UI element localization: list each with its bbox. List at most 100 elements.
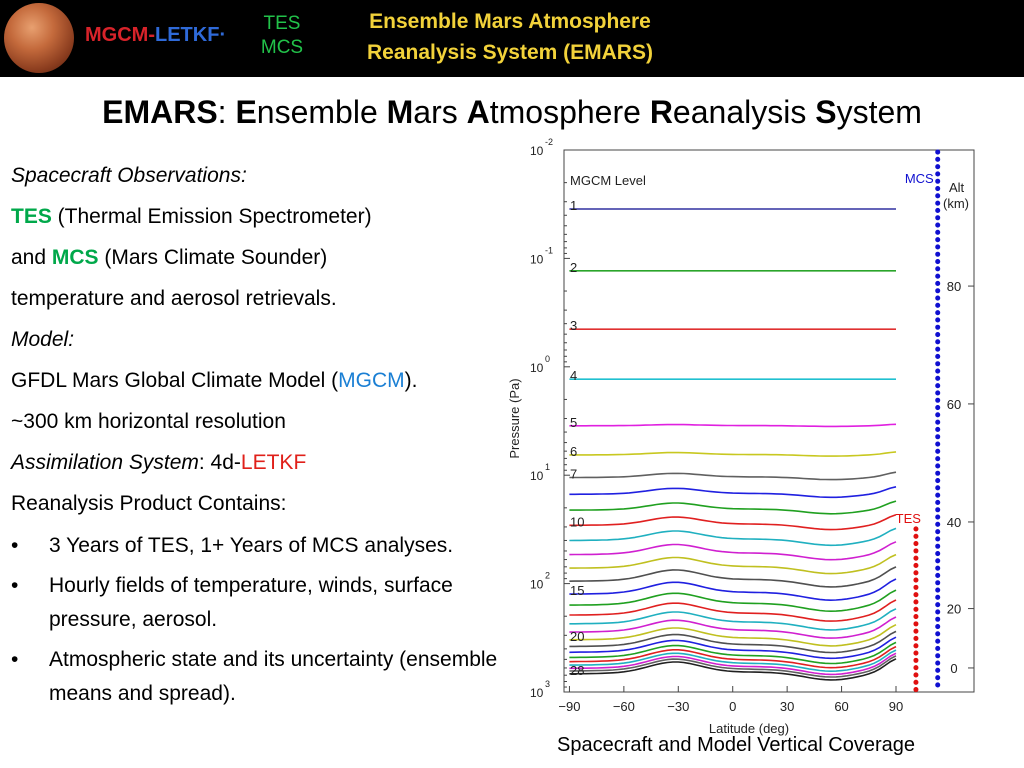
banner-mcs: MCS [260, 37, 304, 58]
level-label: 7 [570, 466, 577, 481]
y-tick-label: 10 [530, 144, 544, 158]
level-line-9 [569, 500, 897, 515]
x-tick-label: 90 [889, 699, 903, 714]
banner-title: Ensemble Mars Atmosphere Reanalysis Syst… [320, 6, 700, 68]
title-e: E [235, 94, 257, 130]
legend-title: MGCM Level [570, 173, 646, 188]
title-s-rest: ystem [836, 94, 922, 130]
level-label: 5 [570, 415, 577, 430]
level-line-8 [569, 486, 897, 499]
x-tick-label: −60 [613, 699, 635, 714]
level-line-17 [569, 599, 897, 622]
title-m: M [386, 94, 414, 130]
logo-mgcm: MGCM [85, 24, 149, 46]
level-line-15 [569, 578, 897, 602]
page-title: EMARS: Ensemble Mars Atmosphere Reanalys… [0, 94, 1024, 131]
y-tick-exponent: 1 [545, 462, 550, 472]
level-line-5 [569, 423, 897, 428]
level-line-7 [569, 471, 897, 481]
bullet-item: • 3 Years of TES, 1+ Years of MCS analyse… [11, 529, 531, 563]
alt-tick-label: 0 [950, 661, 957, 676]
tes-mcs-label: TES MCS [254, 12, 310, 60]
y-tick-label: 10 [530, 361, 544, 375]
level-line-25 [569, 649, 897, 673]
title-e-rest: nsemble [256, 94, 387, 130]
level-line-26 [569, 652, 897, 676]
y-axis-label: Pressure (Pa) [507, 378, 522, 458]
model-pre: GFDL Mars Global Climate Model ( [11, 369, 339, 392]
y-tick-exponent: -2 [545, 137, 553, 147]
level-line-6 [569, 451, 897, 457]
level-line-28 [569, 658, 897, 681]
content-text: Spacecraft Observations: TES (Thermal Em… [11, 160, 531, 717]
logo-letkf: LETKF [155, 24, 220, 46]
title-a: A [466, 94, 490, 130]
observations-heading: Spacecraft Observations: [11, 164, 247, 187]
mcs-label: MCS [51, 246, 99, 269]
and-text: and [11, 246, 52, 269]
level-line-10 [569, 514, 897, 531]
title-emars: EMARS [102, 94, 218, 130]
level-label: 15 [570, 583, 584, 598]
title-m-rest: ars [413, 94, 467, 130]
assim-sep: : 4d- [198, 451, 241, 474]
bullet-text: 3 Years of TES, 1+ Years of MCS analyses… [49, 534, 454, 557]
title-s: S [815, 94, 837, 130]
assim-line: Assimilation System: 4d-LETKF [11, 447, 531, 488]
level-line-11 [569, 527, 897, 547]
x-tick-label: −30 [667, 699, 689, 714]
level-line-14 [569, 566, 897, 588]
chart-caption: Spacecraft and Model Vertical Coverage [557, 734, 915, 756]
tes-desc: (Thermal Emission Spectrometer) [51, 205, 372, 228]
alt-axis-unit: (km) [943, 196, 969, 211]
logo-dash: - [148, 24, 155, 46]
resolution-line: ~300 km horizontal resolution [11, 410, 286, 433]
bullet-dot: • [11, 648, 19, 671]
level-line-13 [569, 553, 897, 575]
logo-dot: · [219, 24, 227, 46]
bullet-text: Atmospheric state and its uncertainty (e… [49, 648, 498, 705]
y-tick-exponent: 3 [545, 679, 550, 689]
bullet-item: • Hourly fields of temperature, winds, su… [11, 569, 489, 637]
alt-tick-label: 80 [947, 279, 961, 294]
title-a-rest: tmosphere [489, 94, 650, 130]
x-tick-label: −90 [558, 699, 580, 714]
model-line: GFDL Mars Global Climate Model (MGCM). [11, 365, 531, 406]
y-tick-label: 10 [530, 469, 544, 483]
level-label: 20 [570, 629, 584, 644]
mcs-line: and MCS (Mars Climate Sounder) [11, 242, 531, 283]
product-heading: Reanalysis Product Contains: [11, 492, 287, 515]
level-line-20 [569, 623, 897, 647]
level-label: 6 [570, 444, 577, 459]
level-label: 2 [570, 260, 577, 275]
header-banner: MGCM-LETKF· TES MCS Ensemble Mars Atmosp… [0, 0, 1024, 77]
x-tick-label: 60 [834, 699, 848, 714]
mars-planet-icon [4, 3, 74, 73]
mcs-label: MCS [905, 171, 934, 186]
y-tick-exponent: 2 [545, 571, 550, 581]
model-heading: Model: [11, 328, 75, 351]
retrievals-line: temperature and aerosol retrievals. [11, 287, 337, 310]
level-label: 4 [570, 368, 577, 383]
alt-axis-label: Alt [949, 180, 965, 195]
bullet-text: Hourly fields of temperature, winds, sur… [49, 574, 453, 631]
level-line-24 [569, 645, 897, 669]
model-mgcm: MGCM [338, 369, 405, 392]
title-r-rest: eanalysis [672, 94, 816, 130]
x-tick-label: 0 [729, 699, 736, 714]
y-tick-exponent: 0 [545, 354, 550, 364]
y-tick-exponent: -1 [545, 245, 553, 255]
x-tick-label: 30 [780, 699, 794, 714]
x-axis-label: Latitude (deg) [709, 721, 789, 736]
alt-tick-label: 20 [947, 602, 961, 617]
bullet-dot: • [11, 574, 19, 597]
level-line-12 [569, 541, 897, 561]
y-tick-label: 10 [530, 252, 544, 266]
level-line-21 [569, 630, 897, 654]
level-label: 10 [570, 514, 584, 529]
title-colon: : [217, 94, 236, 130]
plot-frame [563, 149, 975, 693]
banner-tes: TES [263, 13, 301, 34]
alt-tick-label: 40 [947, 515, 961, 530]
